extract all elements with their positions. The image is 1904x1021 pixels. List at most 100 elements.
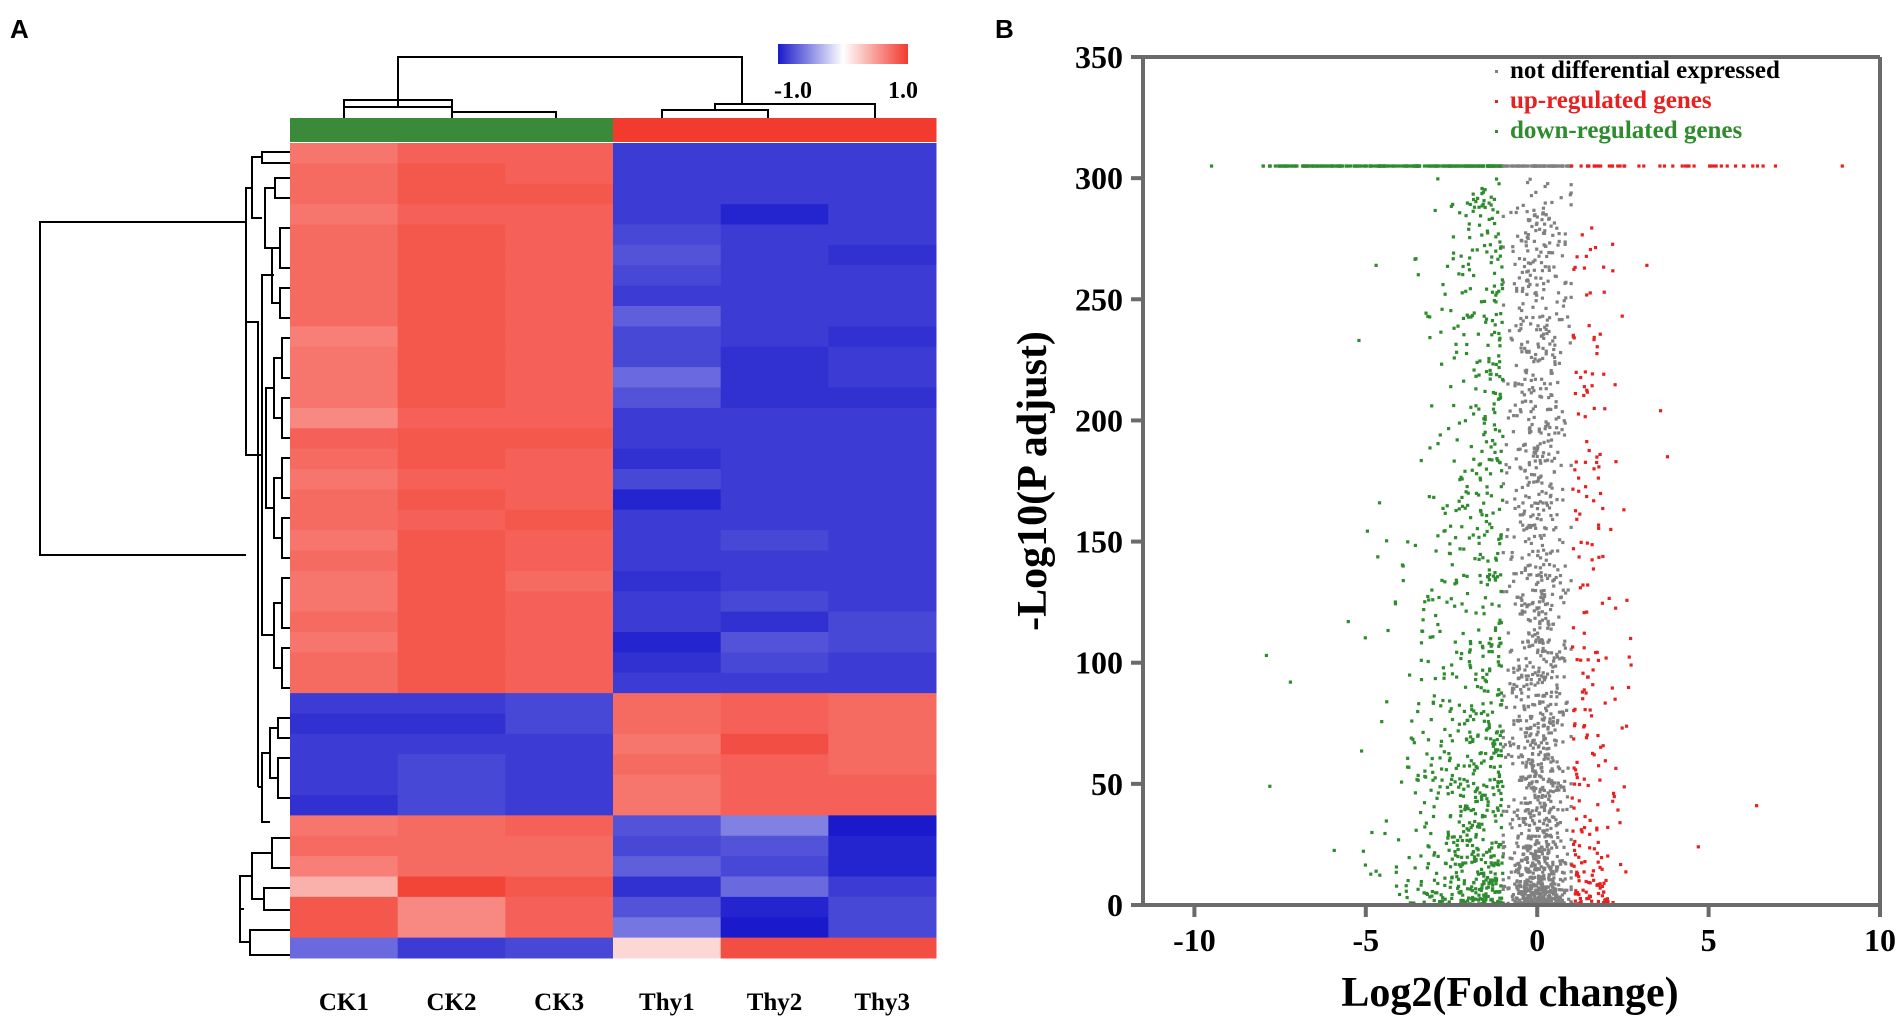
up-regulated-point: [1592, 499, 1596, 503]
down-regulated-point: [1478, 825, 1482, 829]
not-diff-point: [1520, 485, 1524, 490]
not-diff-point: [1554, 405, 1558, 409]
not-diff-point: [1520, 571, 1524, 575]
up-regulated-point: [1582, 646, 1586, 650]
not-diff-point: [1557, 431, 1561, 435]
down-regulated-point: [1488, 667, 1492, 671]
down-regulated-point: [1469, 759, 1473, 763]
up-regulated-point: [1586, 675, 1590, 679]
not-diff-point: [1551, 790, 1555, 794]
down-regulated-point: [1461, 899, 1465, 903]
heatmap-cell: [720, 163, 829, 185]
not-diff-point: [1542, 382, 1547, 386]
up-regulated-point: [1595, 851, 1599, 855]
not-diff-point: [1560, 900, 1565, 905]
heatmap-cell: [290, 428, 399, 450]
down-regulated-point: [1412, 741, 1416, 745]
not-diff-point: [1536, 721, 1540, 726]
not-diff-point: [1541, 829, 1545, 833]
not-diff-point: [1538, 458, 1542, 463]
down-regulated-point: [1462, 764, 1466, 768]
heatmap-cell: [720, 143, 829, 164]
up-regulated-point: [1624, 724, 1629, 728]
notable-point: [1645, 263, 1649, 267]
down-regulated-point: [1497, 429, 1502, 433]
not-diff-point: [1542, 693, 1546, 698]
down-regulated-point: [1489, 203, 1493, 207]
up-regulated-point: [1584, 890, 1588, 894]
not-diff-point: [1546, 621, 1550, 625]
not-diff-point: [1511, 893, 1516, 897]
down-regulated-point: [1488, 472, 1493, 476]
not-diff-point: [1520, 556, 1524, 560]
down-regulated-point: [1449, 880, 1453, 884]
not-diff-point: [1534, 693, 1538, 697]
down-regulated-point: [1450, 563, 1454, 567]
not-diff-point: [1521, 203, 1525, 207]
down-regulated-point: [1476, 853, 1480, 857]
not-diff-point: [1542, 440, 1546, 445]
down-regulated-point: [1456, 164, 1460, 168]
not-diff-point: [1545, 833, 1550, 838]
down-regulated-point: [1496, 232, 1500, 236]
down-regulated-point: [1472, 412, 1476, 416]
not-diff-point: [1531, 871, 1535, 875]
not-diff-point: [1545, 828, 1549, 832]
not-diff-point: [1548, 895, 1552, 899]
up-regulated-point: [1595, 828, 1599, 832]
down-regulated-point: [1489, 701, 1493, 705]
down-regulated-point: [1450, 835, 1454, 839]
legend-marker: [1495, 130, 1498, 133]
down-regulated-point: [1491, 208, 1495, 212]
down-regulated-point: [1469, 808, 1473, 813]
not-diff-point: [1541, 599, 1545, 603]
down-regulated-point: [1469, 735, 1473, 739]
not-diff-point: [1546, 779, 1550, 784]
not-diff-point: [1541, 641, 1545, 645]
group-cell-ck3: [505, 118, 614, 142]
up-regulated-point: [1597, 164, 1601, 168]
not-diff-point: [1512, 798, 1516, 802]
not-diff-point: [1545, 318, 1549, 322]
not-diff-point: [1521, 286, 1525, 291]
not-diff-point: [1539, 654, 1543, 658]
not-diff-point: [1560, 723, 1564, 727]
down-regulated-point: [1451, 164, 1455, 168]
not-diff-point: [1539, 474, 1543, 478]
up-regulated-point: [1580, 233, 1584, 237]
heatmap-cell: [505, 896, 614, 918]
down-regulated-point: [1407, 765, 1411, 769]
heatmap-cell: [613, 896, 722, 918]
heatmap-cell: [290, 896, 399, 918]
not-diff-point: [1526, 860, 1530, 865]
up-regulated-point: [1577, 855, 1581, 859]
not-diff-point: [1506, 382, 1510, 386]
down-regulated-point: [1469, 642, 1473, 646]
down-regulated-point: [1495, 164, 1499, 168]
not-diff-point: [1525, 340, 1530, 344]
down-regulated-point: [1486, 885, 1490, 889]
down-regulated-point: [1457, 421, 1462, 425]
up-regulated-point: [1598, 778, 1602, 782]
up-regulated-point: [1600, 884, 1604, 889]
not-diff-point: [1514, 363, 1518, 368]
down-regulated-point: [1442, 676, 1446, 680]
not-diff-point: [1539, 888, 1543, 892]
not-diff-point: [1549, 627, 1553, 631]
not-diff-point: [1514, 164, 1518, 168]
not-diff-point: [1520, 350, 1524, 354]
not-diff-point: [1538, 787, 1543, 792]
not-diff-point: [1563, 659, 1567, 663]
not-diff-point: [1539, 518, 1543, 522]
not-diff-point: [1562, 675, 1566, 679]
down-regulated-point: [1355, 164, 1359, 168]
down-regulated-point: [1448, 865, 1453, 869]
not-diff-point: [1531, 769, 1535, 773]
not-diff-point: [1527, 461, 1531, 465]
sample-label-thy3: Thy3: [854, 989, 910, 1016]
up-regulated-point: [1627, 655, 1631, 659]
not-diff-point: [1517, 816, 1521, 821]
down-regulated-point: [1446, 833, 1450, 837]
down-regulated-point: [1453, 536, 1458, 540]
not-diff-point: [1546, 757, 1550, 761]
